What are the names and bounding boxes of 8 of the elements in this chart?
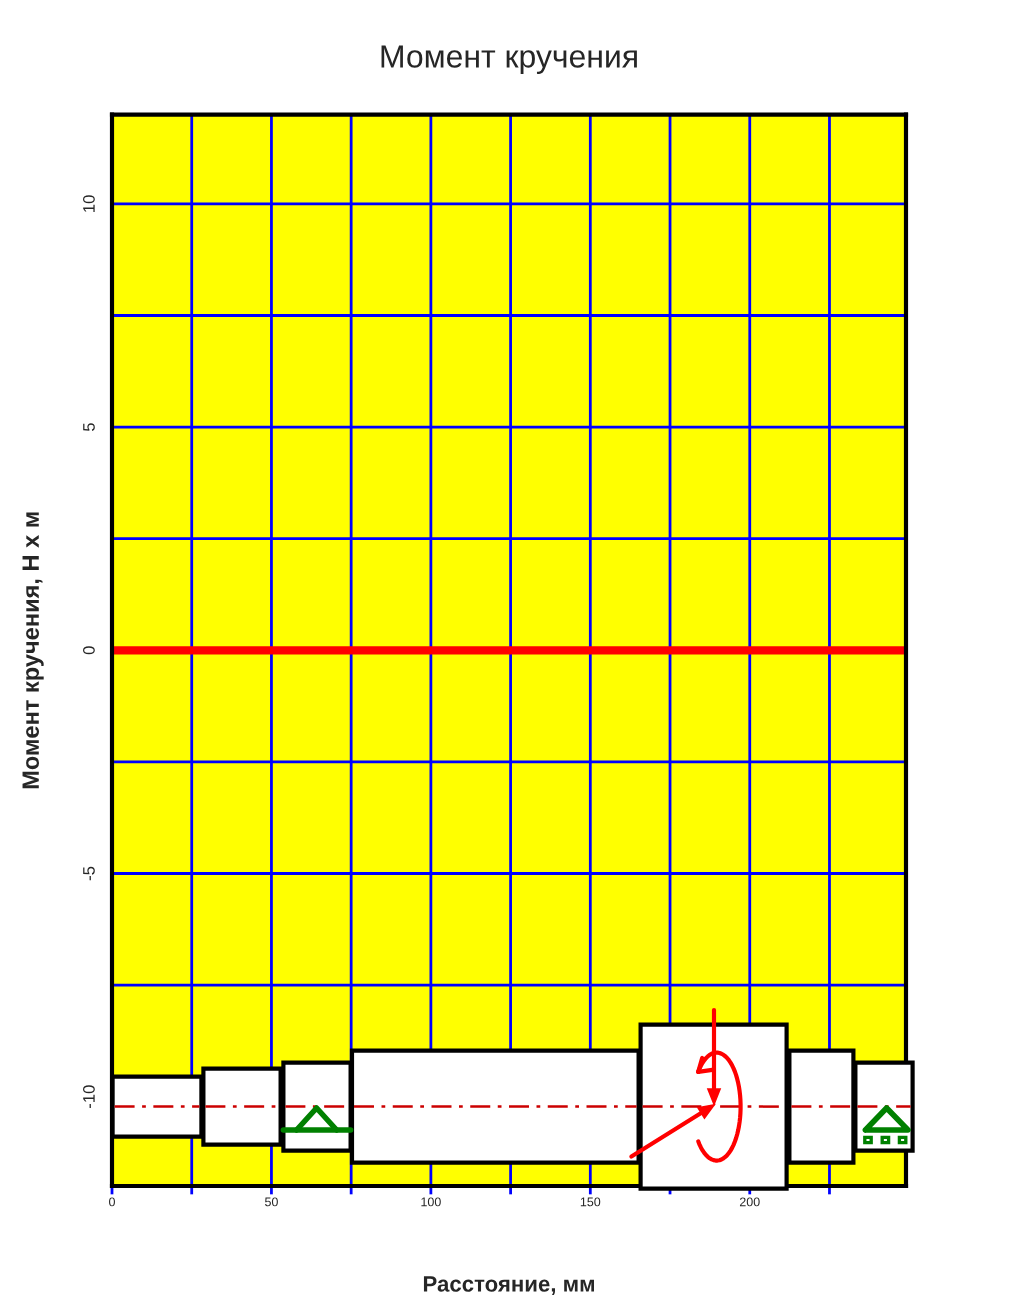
y-tick-label: -10 xyxy=(83,1085,95,1109)
y-tick-label: 0 xyxy=(83,646,95,655)
y-tick-label: -5 xyxy=(83,866,95,881)
x-axis-title: Расстояние, мм xyxy=(423,1276,594,1295)
chart-title: Момент кручения xyxy=(381,45,637,75)
y-tick-label: 5 xyxy=(83,423,95,432)
y-axis-title: Момент кручения, Н х м xyxy=(22,512,44,789)
y-tick-label: 10 xyxy=(83,195,95,212)
